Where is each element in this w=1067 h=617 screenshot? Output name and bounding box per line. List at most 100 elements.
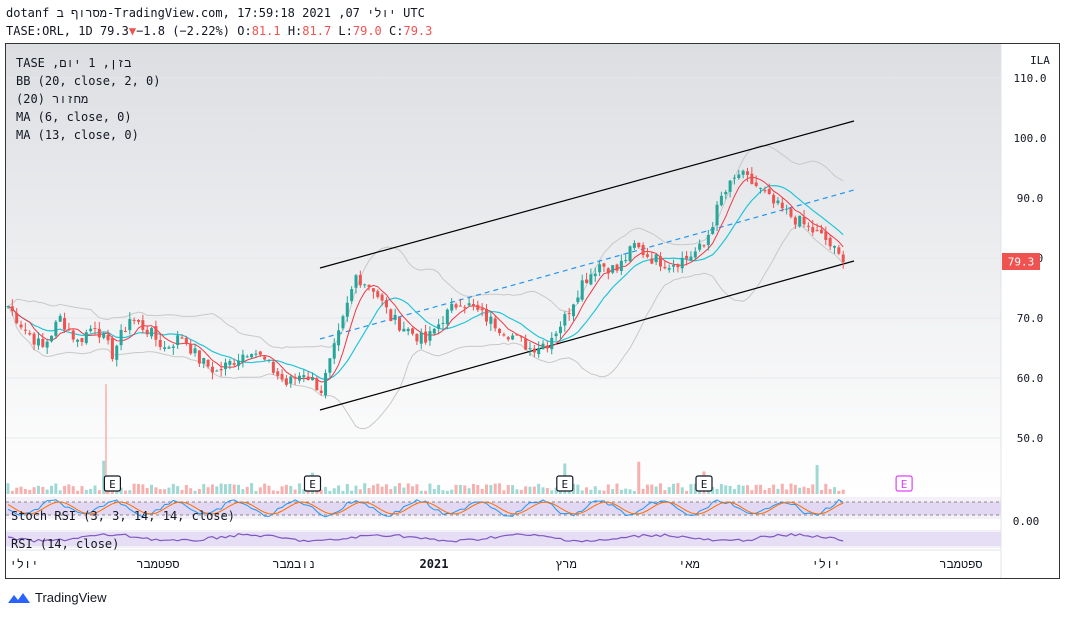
volume-bar — [389, 488, 393, 494]
volume-bar — [224, 484, 227, 494]
volume-bar — [558, 490, 562, 494]
candle-body — [441, 322, 445, 324]
price-tag-box — [1002, 253, 1040, 270]
volume-bar — [454, 484, 458, 494]
volume-bar — [619, 489, 623, 494]
volume-bar — [202, 484, 206, 494]
candle-body — [819, 229, 823, 234]
candle-body — [485, 308, 488, 322]
volume-bar — [793, 484, 797, 494]
volume-bar — [502, 490, 506, 494]
candle-body — [589, 274, 593, 285]
earnings-marker-label: E — [561, 478, 568, 491]
candle-body — [10, 306, 14, 312]
time-axis[interactable]: יולי ספטמבר נובמבר 2021 מרץ מאי יולי ספטמבר — [6, 549, 1001, 571]
candle-body — [746, 171, 749, 175]
volume-bar — [602, 490, 606, 494]
volume-bar — [541, 487, 545, 494]
legend-ma13: MA (13, close, 0) — [16, 128, 139, 142]
legend-bollinger: BB (20, close, 2, 0) — [16, 74, 161, 88]
candle-body — [789, 208, 793, 217]
volume-bar — [641, 488, 645, 494]
candle-body — [654, 254, 658, 263]
earnings-marker-label: E — [309, 478, 316, 491]
volume-bar — [189, 488, 193, 494]
close-label: C: — [389, 24, 404, 38]
volume-bar — [515, 489, 519, 494]
bollinger-bands — [7, 145, 844, 430]
volume-bar — [245, 486, 249, 494]
candle-body — [328, 358, 332, 373]
volume-bar — [550, 490, 554, 494]
rsi-pane-bg — [6, 530, 1001, 548]
candle-body — [785, 208, 789, 210]
tradingview-brand[interactable]: TradingView — [7, 590, 107, 605]
candle-body — [685, 255, 689, 259]
volume-bar — [645, 484, 649, 494]
volume-bar — [97, 490, 101, 494]
candle-body — [632, 243, 636, 248]
volume-bar — [798, 487, 802, 494]
volume-bar — [58, 490, 62, 494]
candle-body — [598, 264, 602, 273]
candle-body — [145, 329, 149, 335]
candle-body — [141, 320, 145, 330]
candle-body — [23, 329, 27, 331]
candle-body — [189, 343, 193, 354]
candle-body — [541, 343, 545, 350]
candle-body — [254, 353, 258, 355]
volume-bar — [267, 485, 271, 494]
tradingview-logo-icon — [8, 592, 30, 603]
volume-bar — [371, 485, 375, 494]
candle-body — [806, 225, 810, 227]
volume-bar — [180, 489, 184, 494]
candle-body — [210, 366, 214, 373]
candle-body — [250, 353, 254, 358]
candle-body — [128, 319, 132, 331]
volume-bar — [406, 483, 410, 494]
volume-bar — [250, 483, 254, 494]
volume-bar — [841, 489, 845, 494]
candle-body — [97, 328, 101, 338]
volume-bar — [654, 486, 658, 494]
volume-bar — [785, 489, 789, 494]
volume-bar — [554, 487, 558, 494]
last-price-tag: 79.3 — [1002, 253, 1040, 270]
volume-bar — [498, 483, 502, 494]
volume-bar — [123, 490, 127, 494]
candlesticks — [6, 167, 845, 399]
candle-body — [659, 256, 662, 267]
candle-body — [567, 313, 571, 315]
candle-body — [241, 354, 245, 363]
candle-body — [759, 187, 763, 189]
volume-bar — [450, 489, 454, 494]
candle-body — [293, 376, 297, 379]
volume-bar — [102, 460, 106, 494]
volume-bar — [415, 484, 419, 494]
candle-body — [711, 227, 715, 234]
candle-body — [341, 316, 345, 329]
candle-body — [645, 254, 649, 257]
volume-bar — [693, 483, 697, 494]
volume-bar — [158, 489, 162, 494]
volume-bar — [402, 487, 406, 494]
candle-body — [811, 227, 815, 233]
volume-bar — [754, 484, 758, 494]
volume-bar — [6, 483, 10, 494]
volume-bar — [141, 484, 145, 494]
volume-bar — [411, 486, 415, 494]
candle-body — [15, 312, 19, 324]
price-tick-label: 70.0 — [1017, 312, 1044, 325]
volume-bar — [724, 485, 728, 494]
volume-bar — [624, 488, 628, 494]
volume-bar — [67, 484, 71, 494]
candle-body — [467, 303, 471, 306]
time-tick-label: מאי — [678, 557, 700, 571]
volume-bar — [489, 485, 493, 494]
volume-bar — [506, 485, 510, 494]
candle-body — [641, 245, 645, 256]
volume-bar — [680, 487, 684, 494]
candle-body — [76, 339, 80, 342]
